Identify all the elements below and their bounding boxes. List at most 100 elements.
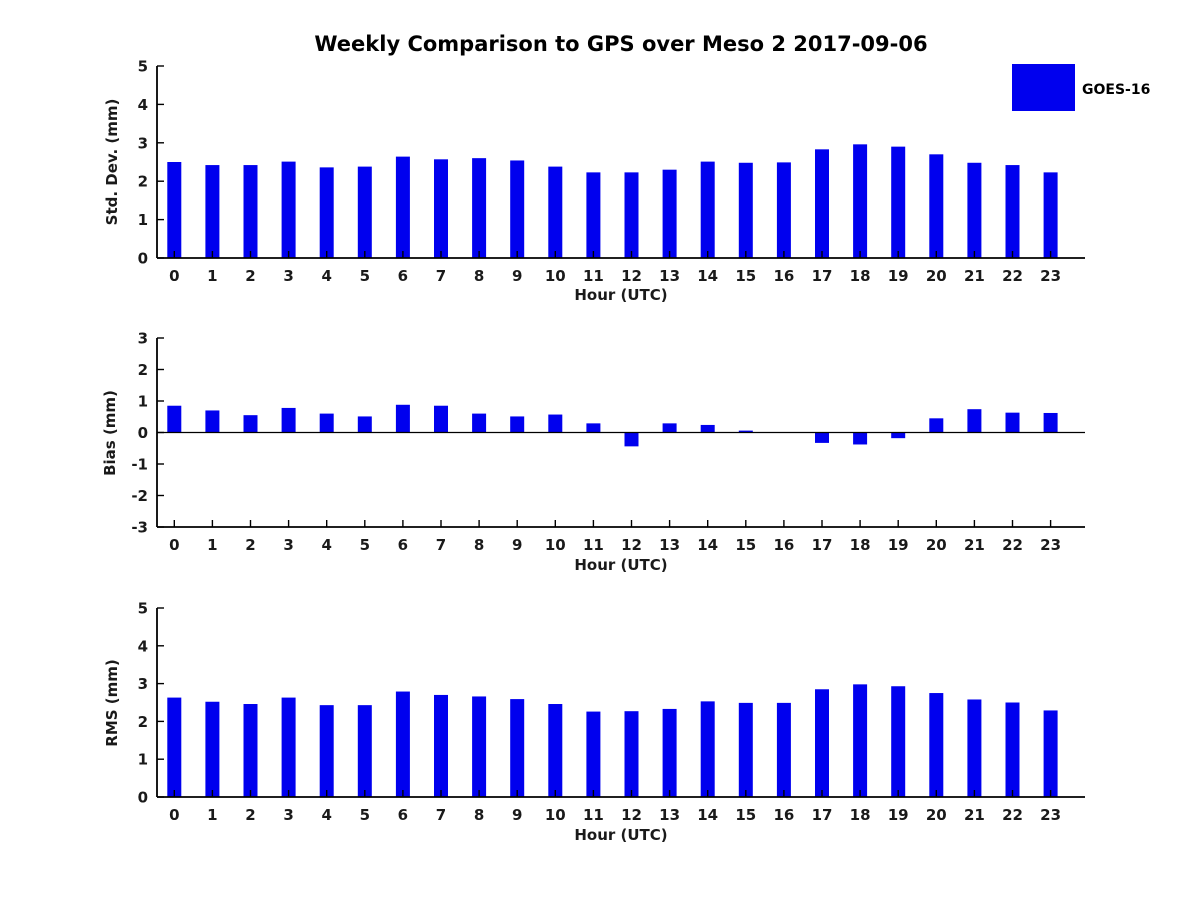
bar-hour-8 <box>472 696 487 797</box>
x-tick-label: 2 <box>245 806 255 824</box>
x-tick-label: 17 <box>812 536 833 554</box>
x-tick-label: 16 <box>773 806 794 824</box>
bar-hour-1 <box>205 410 220 433</box>
bar-hour-12 <box>624 711 639 797</box>
bar-hour-7 <box>434 405 448 433</box>
x-tick-label: 17 <box>812 267 833 285</box>
bias-y-axis-label: Bias (mm) <box>101 390 119 476</box>
x-tick-label: 13 <box>659 536 680 554</box>
x-tick-label: 21 <box>964 536 985 554</box>
x-tick-label: 13 <box>659 267 680 285</box>
bar-hour-0 <box>167 697 182 797</box>
y-tick-label: 1 <box>138 211 148 229</box>
y-tick-label: 4 <box>138 637 148 655</box>
bar-hour-14 <box>700 161 715 258</box>
bar-hour-20 <box>929 693 944 797</box>
y-tick-label: 5 <box>138 58 148 76</box>
bar-hour-17 <box>815 149 829 258</box>
bar-hour-10 <box>548 166 563 258</box>
bar-hour-6 <box>395 156 410 258</box>
x-tick-label: 12 <box>621 267 642 285</box>
bar-hour-3 <box>281 161 296 258</box>
bar-hour-3 <box>281 697 296 797</box>
y-tick-label: 0 <box>138 789 148 807</box>
bar-hour-21 <box>967 699 982 797</box>
legend-label: GOES-16 <box>1082 82 1150 98</box>
bar-hour-17 <box>815 432 829 443</box>
bar-hour-10 <box>548 414 563 433</box>
bar-hour-21 <box>967 162 982 258</box>
x-tick-label: 7 <box>436 806 446 824</box>
x-tick-label: 18 <box>850 267 871 285</box>
y-tick-label: 2 <box>138 713 148 731</box>
x-tick-label: 5 <box>360 267 370 285</box>
bar-hour-6 <box>395 404 410 433</box>
x-tick-label: 3 <box>283 267 293 285</box>
x-tick-label: 20 <box>926 267 947 285</box>
x-tick-label: 6 <box>398 267 408 285</box>
stddev-x-axis-label: Hour (UTC) <box>574 286 667 304</box>
bar-hour-6 <box>395 691 410 797</box>
x-tick-label: 1 <box>207 536 217 554</box>
x-tick-label: 6 <box>398 806 408 824</box>
bar-hour-18 <box>853 432 868 445</box>
x-tick-label: 23 <box>1040 267 1061 285</box>
bar-hour-11 <box>586 172 601 258</box>
bar-hour-9 <box>510 699 525 797</box>
bar-hour-20 <box>929 418 944 433</box>
bar-hour-23 <box>1043 710 1058 797</box>
bar-hour-22 <box>1005 165 1020 258</box>
x-tick-label: 2 <box>245 267 255 285</box>
bar-hour-19 <box>891 146 906 258</box>
bar-hour-0 <box>167 405 182 433</box>
x-tick-label: 2 <box>245 536 255 554</box>
y-tick-label: 5 <box>138 600 148 618</box>
legend: GOES-16 <box>1012 64 1150 111</box>
y-tick-label: -2 <box>131 487 148 505</box>
x-tick-label: 10 <box>545 536 566 554</box>
bar-hour-23 <box>1043 172 1058 258</box>
x-tick-label: 3 <box>283 806 293 824</box>
stddev-y-axis-label: Std. Dev. (mm) <box>103 99 121 226</box>
bar-hour-21 <box>967 409 982 433</box>
bar-hour-10 <box>548 704 563 797</box>
bar-hour-13 <box>662 169 677 258</box>
bar-hour-5 <box>357 166 372 258</box>
x-tick-label: 19 <box>888 536 909 554</box>
x-tick-label: 15 <box>735 536 756 554</box>
x-tick-label: 12 <box>621 806 642 824</box>
bar-hour-7 <box>434 694 448 797</box>
bar-hour-11 <box>586 423 601 433</box>
x-tick-label: 18 <box>850 806 871 824</box>
bar-hour-22 <box>1005 702 1020 797</box>
x-tick-label: 20 <box>926 536 947 554</box>
x-tick-label: 4 <box>321 806 331 824</box>
bar-hour-1 <box>205 701 220 797</box>
bar-hour-12 <box>624 172 639 258</box>
x-tick-label: 1 <box>207 806 217 824</box>
y-tick-label: 2 <box>138 361 148 379</box>
x-tick-label: 12 <box>621 536 642 554</box>
legend-swatch <box>1012 64 1075 111</box>
bar-hour-13 <box>662 708 677 797</box>
y-tick-label: -1 <box>131 456 148 474</box>
bar-hour-16 <box>776 162 791 258</box>
x-tick-label: 20 <box>926 806 947 824</box>
bar-hour-2 <box>243 704 258 797</box>
y-tick-label: 3 <box>138 134 148 152</box>
x-tick-label: 5 <box>360 536 370 554</box>
y-tick-label: 2 <box>138 173 148 191</box>
x-tick-label: 10 <box>545 267 566 285</box>
x-tick-label: 23 <box>1040 536 1061 554</box>
bar-hour-3 <box>281 407 296 433</box>
y-tick-label: 0 <box>138 424 148 442</box>
bar-hour-9 <box>510 416 525 433</box>
x-tick-label: 1 <box>207 267 217 285</box>
y-tick-label: 1 <box>138 751 148 769</box>
bar-hour-23 <box>1043 412 1058 433</box>
